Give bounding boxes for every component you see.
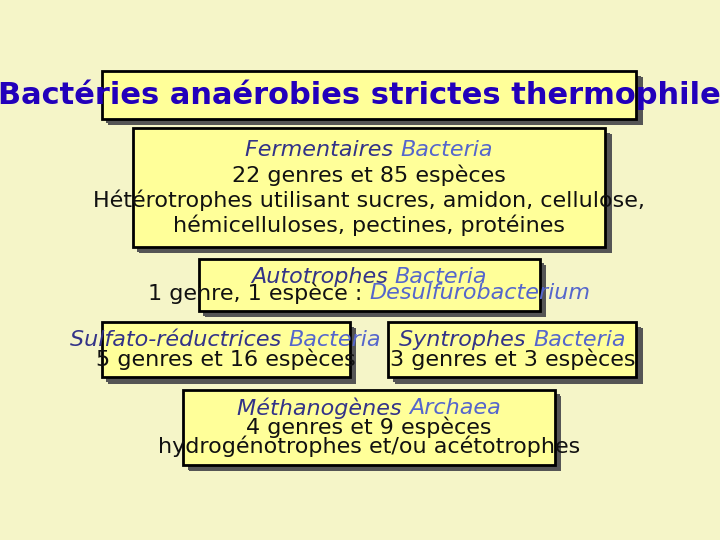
- Bar: [138, 132, 610, 252]
- Bar: [183, 390, 555, 465]
- Text: Bacteria: Bacteria: [289, 330, 381, 350]
- Bar: [395, 328, 642, 383]
- Text: Fermentaires: Fermentaires: [245, 140, 400, 160]
- Bar: [393, 327, 641, 382]
- Text: 3 genres et 3 espèces: 3 genres et 3 espèces: [390, 348, 635, 370]
- Text: Bacteria: Bacteria: [533, 330, 626, 350]
- Bar: [108, 77, 642, 125]
- Text: Bacteria: Bacteria: [400, 140, 493, 160]
- Text: hémicelluloses, pectines, protéines: hémicelluloses, pectines, protéines: [173, 215, 565, 236]
- Bar: [189, 396, 561, 471]
- Text: Sulfato-réductrices: Sulfato-réductrices: [70, 330, 289, 350]
- Text: hydrogénotrophes et/ou acétotrophes: hydrogénotrophes et/ou acétotrophes: [158, 436, 580, 457]
- Bar: [107, 327, 354, 382]
- Text: Desulfurobacterium: Desulfurobacterium: [369, 284, 590, 303]
- Bar: [139, 134, 611, 253]
- Text: 22 genres et 85 espèces: 22 genres et 85 espèces: [232, 164, 506, 186]
- Bar: [108, 328, 356, 383]
- Text: Bactéries anaérobies strictes thermophiles: Bactéries anaérobies strictes thermophil…: [0, 79, 720, 110]
- Text: Hétérotrophes utilisant sucres, amidon, cellulose,: Hétérotrophes utilisant sucres, amidon, …: [93, 190, 645, 211]
- Text: Autotrophes: Autotrophes: [251, 267, 395, 287]
- Text: Archaea: Archaea: [409, 399, 500, 418]
- Bar: [199, 259, 539, 311]
- Bar: [203, 264, 544, 316]
- Bar: [102, 322, 350, 377]
- Text: 1 genre, 1 espèce :: 1 genre, 1 espèce :: [148, 283, 369, 304]
- Bar: [132, 128, 606, 247]
- Bar: [107, 76, 641, 123]
- Text: Bacteria: Bacteria: [395, 267, 487, 287]
- Text: 4 genres et 9 espèces: 4 genres et 9 espèces: [246, 417, 492, 438]
- Bar: [204, 265, 546, 318]
- Bar: [188, 394, 559, 470]
- Text: 5 genres et 16 espèces: 5 genres et 16 espèces: [96, 348, 356, 370]
- Bar: [102, 71, 636, 119]
- Text: Méthanogènes: Méthanogènes: [238, 398, 409, 419]
- Bar: [388, 322, 636, 377]
- Text: Syntrophes: Syntrophes: [400, 330, 533, 350]
